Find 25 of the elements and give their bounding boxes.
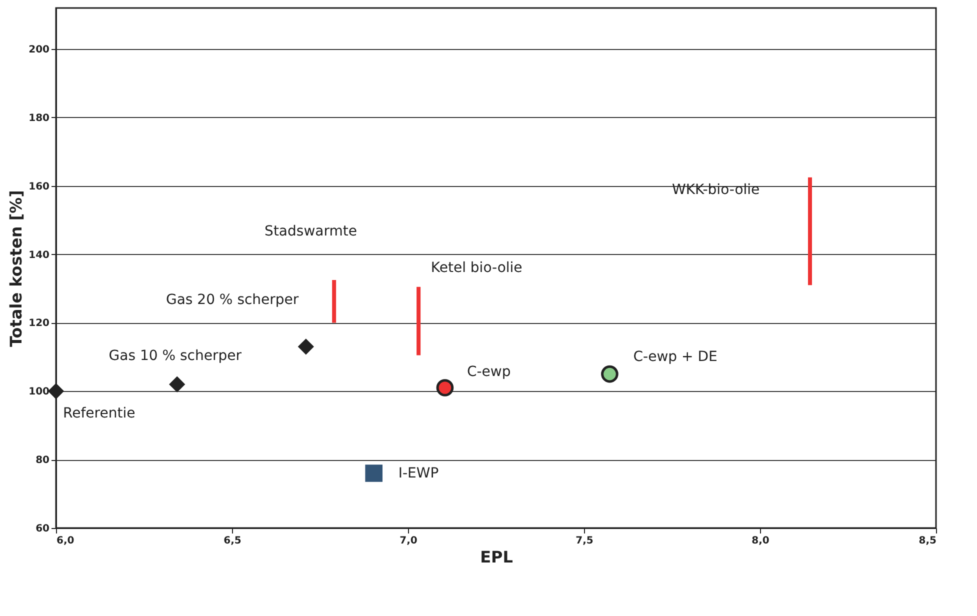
x-tick-label: 7,0 <box>400 536 418 546</box>
annotation: Gas 10 % scherper <box>108 348 242 364</box>
annotation: WKK-bio-olie <box>672 182 760 198</box>
annotation: C-ewp + DE <box>633 348 718 365</box>
annotation: I-EWP <box>398 465 439 482</box>
annotation: Stadswarmte <box>264 224 357 240</box>
x-tick-label: 8,5 <box>918 536 937 546</box>
y-axis-title: Totale kosten [%] <box>6 190 26 347</box>
x-axis-title: EPL <box>480 548 513 566</box>
x-tick-label: 7,5 <box>576 536 594 546</box>
annotation: Ketel bio-olie <box>430 260 522 276</box>
y-tick-label: 160 <box>28 181 50 192</box>
y-tick-label: 180 <box>28 112 50 124</box>
x-tick-label: 6,0 <box>56 536 74 546</box>
y-tick-label: 140 <box>28 250 50 261</box>
y-tick-label: 80 <box>36 455 50 466</box>
x-tick-label: 6,5 <box>224 536 242 546</box>
y-tick-label: 200 <box>28 44 50 56</box>
annotation: Gas 20 % scherper <box>166 292 299 308</box>
annotation: C-ewp <box>466 364 511 380</box>
x-tick-label: 8,0 <box>752 536 770 546</box>
y-tick-label: 100 <box>28 386 50 398</box>
annotation: Referentie <box>63 406 136 422</box>
y-tick-label: 60 <box>36 524 50 534</box>
y-tick-label: 120 <box>28 318 50 330</box>
